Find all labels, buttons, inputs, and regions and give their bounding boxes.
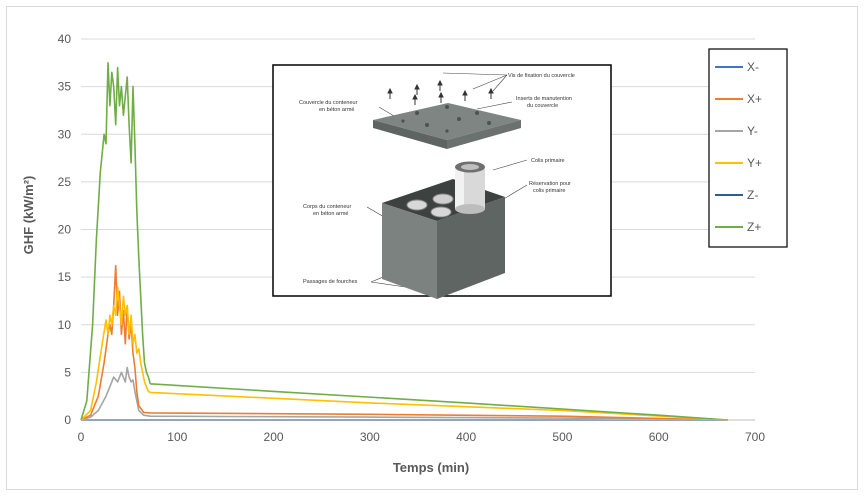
series-line-Zplus xyxy=(80,61,729,421)
y-tick-labels: 0 5 10 15 20 25 30 35 40 xyxy=(58,32,72,427)
label-couvercle: Couvercle du conteneur xyxy=(299,100,358,106)
legend-box xyxy=(708,48,788,248)
primary-package-icon xyxy=(455,161,485,214)
x-tick-label: 600 xyxy=(649,430,669,444)
legend-label: Y- xyxy=(747,124,758,138)
x-tick-label: 500 xyxy=(552,430,572,444)
y-tick-label: 35 xyxy=(58,80,72,94)
y-tick-label: 5 xyxy=(64,365,71,379)
label-inserts: Inserts de manutention xyxy=(516,96,572,102)
legend-label: X- xyxy=(747,60,759,74)
label-reservation: Réservation pour xyxy=(529,181,571,187)
y-tick-label: 30 xyxy=(58,127,72,141)
x-tick-label: 300 xyxy=(360,430,380,444)
container-box-icon xyxy=(382,179,505,299)
series-line-Yplus xyxy=(80,285,729,421)
label-couvercle-2: en béton armé xyxy=(319,107,354,113)
y-axis-title: GHF (kW/m²) xyxy=(21,176,36,255)
screw-arrows-icon xyxy=(387,79,494,105)
legend-label: X+ xyxy=(747,92,762,106)
container-lid-icon xyxy=(373,103,521,149)
x-tick-label: 700 xyxy=(745,430,765,444)
label-corps: Corps du conteneur xyxy=(303,204,351,210)
x-tick-label: 100 xyxy=(167,430,187,444)
legend-label: Z- xyxy=(747,188,758,202)
legend-label: Z+ xyxy=(747,220,761,234)
y-tick-label: 20 xyxy=(58,223,72,237)
label-passages: Passages de fourches xyxy=(303,279,358,285)
x-tick-label: 400 xyxy=(456,430,476,444)
y-tick-label: 10 xyxy=(58,318,72,332)
label-vis: Vis de fixation du couvercle xyxy=(508,73,575,79)
series-line-Yminus xyxy=(80,366,729,421)
label-corps-2: en béton armé xyxy=(313,211,348,217)
label-inserts-2: du couvercle xyxy=(527,103,558,109)
x-tick-label: 0 xyxy=(78,430,85,444)
label-reservation-2: colis primaire xyxy=(533,188,565,194)
y-tick-label: 25 xyxy=(58,175,72,189)
inset-illustration: Vis de fixation du couvercle Inserts de … xyxy=(272,64,612,299)
y-tick-label: 0 xyxy=(64,413,71,427)
legend-label: Y+ xyxy=(747,156,762,170)
y-tick-label: 40 xyxy=(58,32,72,46)
y-tick-label: 15 xyxy=(58,270,72,284)
chart-frame: 0 5 10 15 20 25 30 35 40 0 100 200 300 400 500 600 700 … xyxy=(6,6,858,490)
x-axis-title: Temps (min) xyxy=(393,460,469,475)
legend: X- X+ Y- Y+ Z- Z+ xyxy=(715,60,762,234)
label-colis: Colis primaire xyxy=(531,158,565,164)
x-tick-label: 200 xyxy=(264,430,284,444)
x-tick-labels: 0 100 200 300 400 500 600 700 xyxy=(78,430,766,444)
